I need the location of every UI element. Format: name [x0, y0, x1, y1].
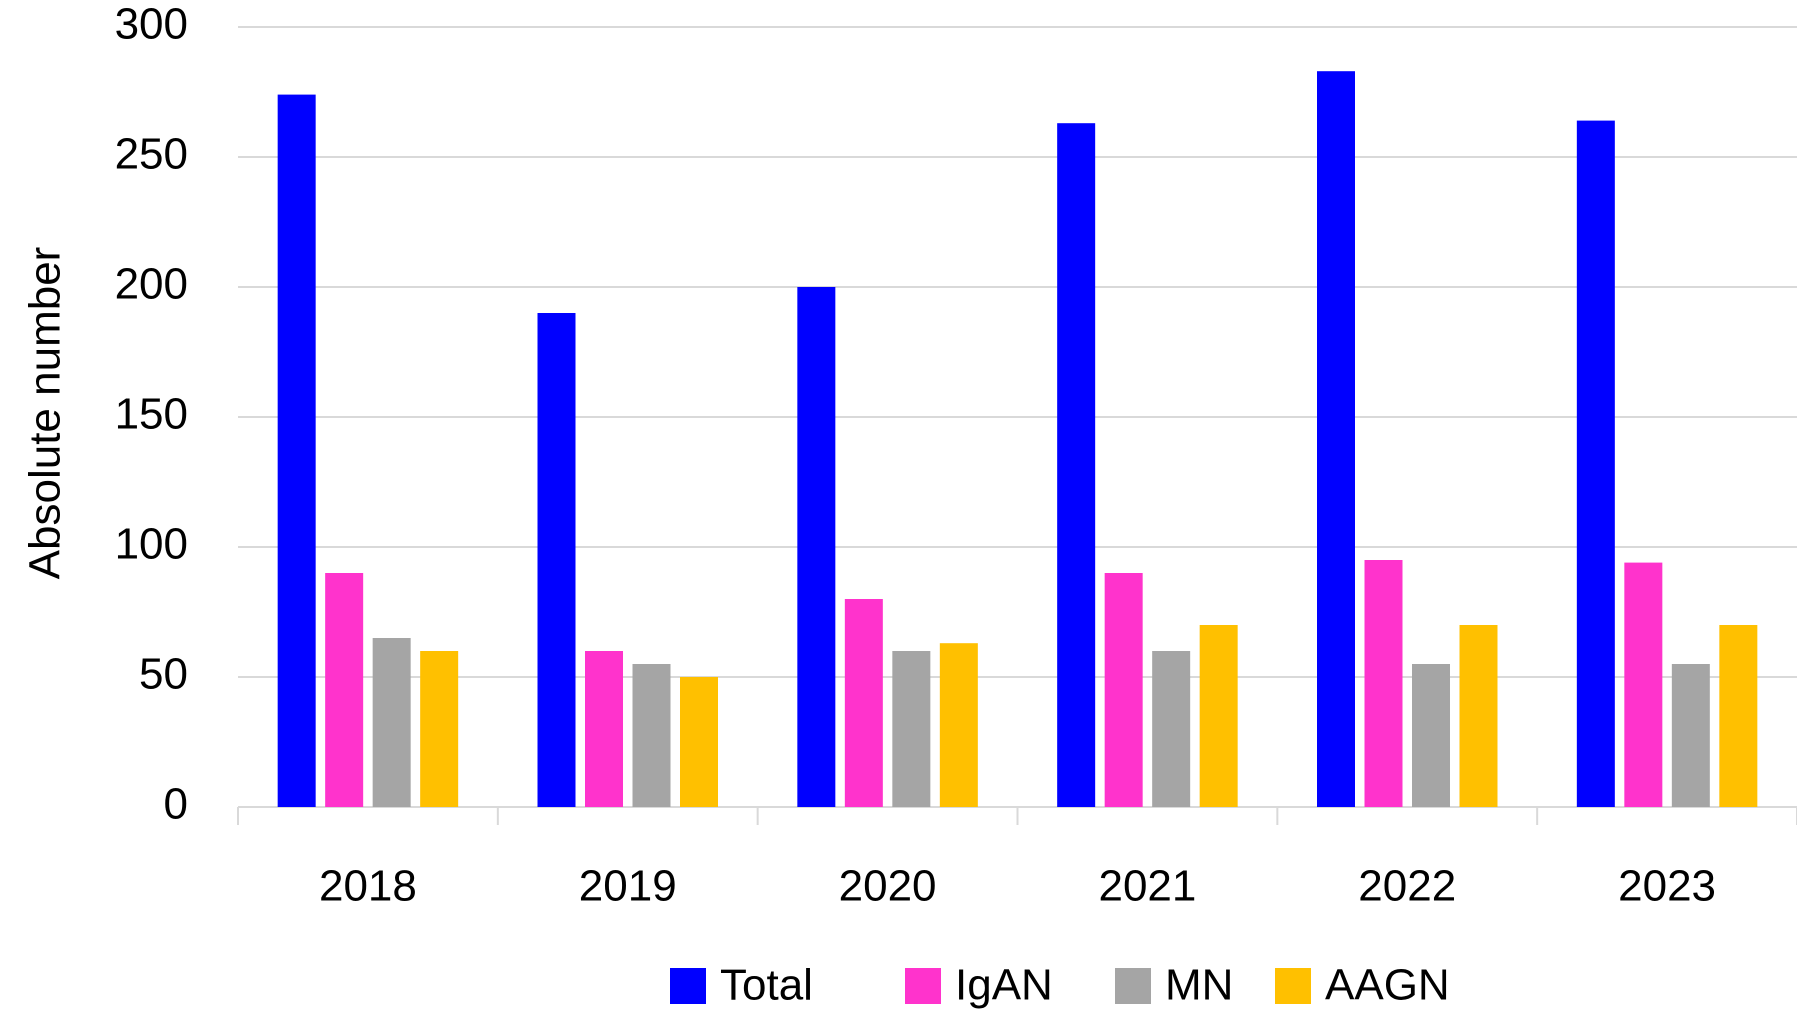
x-tick-label: 2020	[839, 862, 937, 911]
x-tick-label: 2021	[1098, 862, 1196, 911]
bar	[632, 664, 671, 807]
bar	[1624, 562, 1663, 807]
bar	[372, 638, 411, 807]
bar	[844, 599, 883, 807]
y-tick-label: 50	[139, 650, 188, 699]
bar	[1152, 651, 1191, 807]
legend-swatch	[1115, 968, 1151, 1004]
bar	[939, 643, 978, 807]
x-tick-label: 2022	[1358, 862, 1456, 911]
legend-label: AAGN	[1325, 961, 1450, 1010]
y-tick-label: 100	[115, 520, 188, 569]
bar	[1317, 71, 1355, 807]
y-tick-label: 250	[115, 130, 188, 179]
bar	[1104, 573, 1143, 807]
bar	[1364, 560, 1403, 807]
y-axis-title: Absolute number	[21, 247, 70, 580]
y-tick-label: 0	[164, 780, 188, 829]
x-tick-label: 2019	[579, 862, 677, 911]
legend-label: IgAN	[955, 961, 1053, 1010]
bar	[680, 677, 718, 807]
legend-swatch	[670, 968, 706, 1004]
y-tick-label: 300	[115, 0, 188, 49]
bar	[1671, 664, 1710, 807]
bar	[420, 651, 459, 807]
bar	[1459, 625, 1498, 807]
bar	[1576, 120, 1615, 808]
y-tick-label: 200	[115, 260, 188, 309]
legend-swatch	[905, 968, 941, 1004]
legend-label: Total	[720, 961, 813, 1010]
x-tick-label: 2023	[1618, 862, 1716, 911]
bar	[1412, 664, 1450, 807]
bar	[1719, 625, 1758, 807]
bar	[537, 313, 576, 807]
bar	[277, 94, 316, 808]
x-tick-label: 2018	[319, 862, 417, 911]
legend-label: MN	[1165, 961, 1233, 1010]
legend-swatch	[1275, 968, 1311, 1004]
bar	[1199, 625, 1238, 807]
bar	[892, 651, 931, 807]
y-tick-label: 150	[115, 390, 188, 439]
bar	[585, 651, 623, 807]
bar	[797, 287, 836, 807]
bar	[1057, 123, 1096, 807]
bar	[325, 573, 364, 807]
